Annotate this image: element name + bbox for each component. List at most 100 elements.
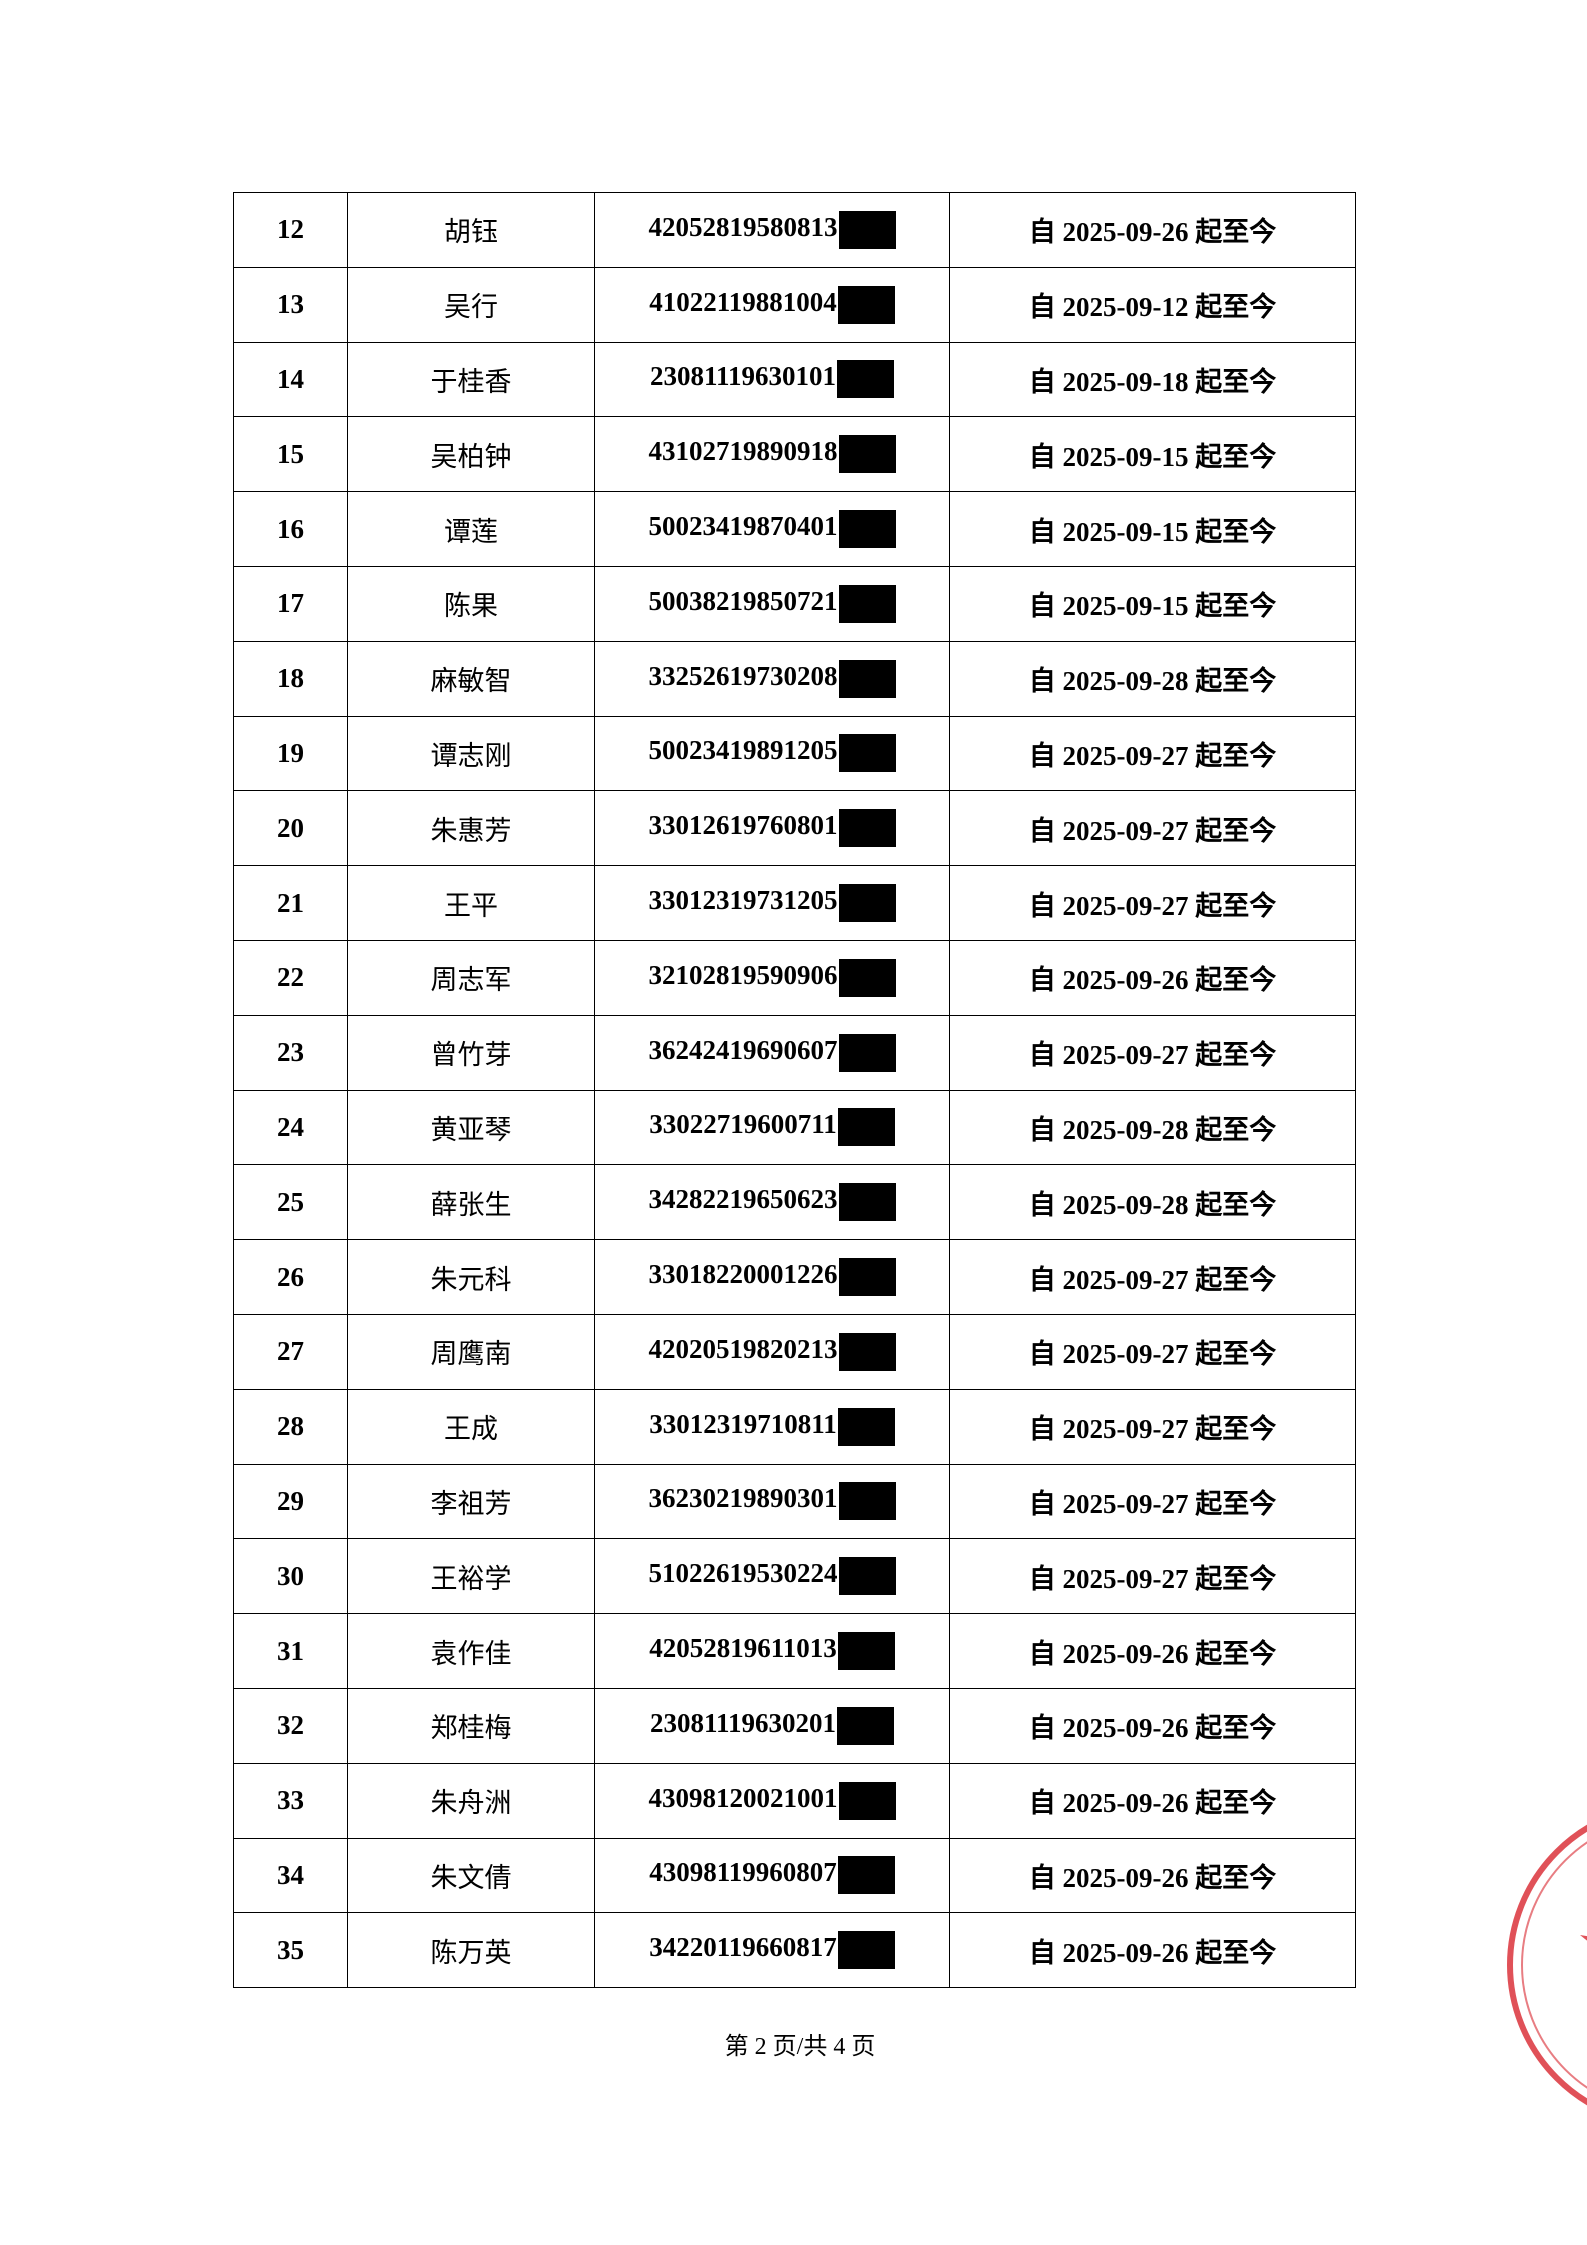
start-date-cell: 自 2025-09-12 起至今 <box>949 266 1356 343</box>
start-date-cell: 自 2025-09-27 起至今 <box>949 1014 1356 1091</box>
start-date-cell: 自 2025-09-27 起至今 <box>949 1239 1356 1315</box>
id-number: 36242419690607 <box>648 1034 838 1065</box>
redaction-box <box>838 884 896 923</box>
start-date: 自 2025-09-15 起至今 <box>1028 441 1277 472</box>
redaction-box <box>838 584 896 623</box>
table-row: 13 吴行 41022119881004 自 2025-09-12 起至今 <box>233 266 1356 343</box>
row-number-cell: 12 <box>233 192 348 268</box>
id-number: 23081119630201 <box>649 1708 837 1739</box>
id-number: 43098119960807 <box>649 1857 837 1888</box>
person-name-cell: 黄亚琴 <box>347 1089 595 1166</box>
id-number-cell: 33012319731205 <box>594 865 950 941</box>
id-number: 50038219850721 <box>648 586 838 617</box>
id-number: 51022619530224 <box>648 1558 838 1589</box>
redaction-box <box>838 1557 896 1596</box>
person-name-cell: 朱惠芳 <box>347 790 595 867</box>
person-name-cell: 曾竹芽 <box>347 1014 595 1091</box>
row-number: 20 <box>277 812 304 843</box>
start-date-cell: 自 2025-09-26 起至今 <box>949 1837 1356 1914</box>
row-number-cell: 30 <box>233 1538 348 1615</box>
person-name: 薛张生 <box>430 1189 512 1221</box>
person-name: 朱惠芳 <box>430 815 512 847</box>
row-number: 19 <box>277 737 304 768</box>
table-row: 17 陈果 50038219850721 自 2025-09-15 起至今 <box>233 565 1356 642</box>
person-name: 周志军 <box>430 965 512 997</box>
id-number-cell: 41022119881004 <box>594 266 950 343</box>
redaction-box <box>837 1931 895 1970</box>
row-number: 35 <box>277 1934 304 1965</box>
id-number-cell: 23081119630101 <box>594 341 950 418</box>
row-number-cell: 17 <box>233 565 348 642</box>
row-number-cell: 13 <box>233 266 348 343</box>
start-date-cell: 自 2025-09-26 起至今 <box>949 192 1356 268</box>
id-number-cell: 42020519820213 <box>594 1313 950 1390</box>
person-name-cell: 胡钰 <box>347 192 595 268</box>
row-number: 22 <box>277 962 304 993</box>
start-date-cell: 自 2025-09-26 起至今 <box>949 939 1356 1016</box>
person-name-cell: 薛张生 <box>347 1164 595 1241</box>
row-number-cell: 26 <box>233 1239 348 1315</box>
person-name: 黄亚琴 <box>430 1114 512 1146</box>
id-number: 33022719600711 <box>649 1109 837 1140</box>
person-name-cell: 王裕学 <box>347 1538 595 1615</box>
person-name: 谭莲 <box>444 516 498 548</box>
row-number-cell: 19 <box>233 715 348 792</box>
table-row: 18 麻敏智 33252619730208 自 2025-09-28 起至今 <box>233 640 1356 717</box>
redaction-box <box>837 1856 895 1895</box>
person-name: 朱元科 <box>430 1264 512 1296</box>
row-number: 32 <box>277 1710 304 1741</box>
id-number-cell: 50038219850721 <box>594 565 950 642</box>
row-number: 23 <box>277 1037 304 1068</box>
start-date: 自 2025-09-12 起至今 <box>1028 292 1277 323</box>
person-name: 吴行 <box>444 292 498 324</box>
row-number-cell: 22 <box>233 939 348 1016</box>
start-date: 自 2025-09-15 起至今 <box>1028 516 1277 547</box>
person-name-cell: 王平 <box>347 865 595 941</box>
row-number: 14 <box>277 363 304 394</box>
id-number-cell: 33252619730208 <box>594 640 950 717</box>
redaction-box <box>838 435 896 474</box>
person-name: 麻敏智 <box>430 666 512 698</box>
row-number: 30 <box>277 1560 304 1591</box>
person-name-cell: 陈万英 <box>347 1912 595 1989</box>
row-number: 29 <box>277 1485 304 1516</box>
table-row: 30 王裕学 51022619530224 自 2025-09-27 起至今 <box>233 1538 1356 1615</box>
id-number-cell: 23081119630201 <box>594 1687 950 1764</box>
row-number-cell: 32 <box>233 1687 348 1764</box>
start-date-cell: 自 2025-09-15 起至今 <box>949 416 1356 493</box>
table-row: 26 朱元科 33018220001226 自 2025-09-27 起至今 <box>233 1239 1356 1315</box>
person-name-cell: 朱舟洲 <box>347 1762 595 1839</box>
person-name: 李祖芳 <box>430 1488 512 1520</box>
person-name: 王平 <box>444 890 498 922</box>
id-number: 34282219650623 <box>648 1184 838 1215</box>
person-name-cell: 于桂香 <box>347 341 595 418</box>
row-number: 26 <box>277 1261 304 1292</box>
person-name: 朱文倩 <box>430 1862 512 1894</box>
row-number: 31 <box>277 1635 304 1666</box>
row-number-cell: 28 <box>233 1388 348 1465</box>
person-name-cell: 麻敏智 <box>347 640 595 717</box>
row-number: 15 <box>277 438 304 469</box>
person-name-cell: 吴行 <box>347 266 595 343</box>
id-number-cell: 42052819580813 <box>594 192 950 268</box>
id-number: 32102819590906 <box>648 960 838 991</box>
id-number: 33012319710811 <box>649 1408 837 1439</box>
row-number-cell: 21 <box>233 865 348 941</box>
redaction-box <box>838 1332 896 1371</box>
person-name-cell: 郑桂梅 <box>347 1687 595 1764</box>
start-date: 自 2025-09-18 起至今 <box>1028 366 1277 397</box>
redaction-box <box>837 1407 895 1446</box>
id-number: 42020519820213 <box>648 1334 838 1365</box>
id-number-cell: 51022619530224 <box>594 1538 950 1615</box>
person-name-cell: 李祖芳 <box>347 1463 595 1540</box>
start-date: 自 2025-09-28 起至今 <box>1028 1114 1277 1145</box>
row-number: 34 <box>277 1859 304 1890</box>
id-number-cell: 33012619760801 <box>594 790 950 867</box>
id-number-cell: 33012319710811 <box>594 1388 950 1465</box>
redaction-box <box>838 210 896 249</box>
id-number-cell: 43102719890918 <box>594 416 950 493</box>
table-row: 16 谭莲 50023419870401 自 2025-09-15 起至今 <box>233 491 1356 567</box>
id-number-cell: 36230219890301 <box>594 1463 950 1540</box>
start-date-cell: 自 2025-09-27 起至今 <box>949 1313 1356 1390</box>
